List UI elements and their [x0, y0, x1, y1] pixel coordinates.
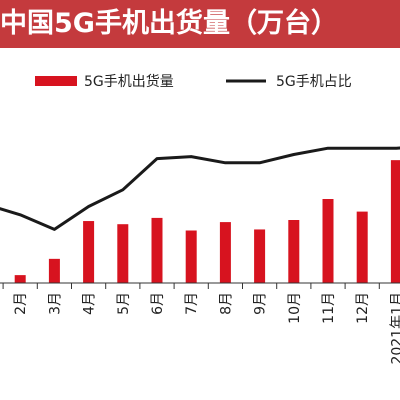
x-tick-label-4: 4月: [82, 292, 98, 315]
share-point-2: [19, 213, 22, 216]
share-point-6: [155, 157, 159, 160]
x-tick-label-12: 12月: [355, 292, 371, 324]
share-point-10: [292, 153, 295, 156]
share-point-3: [53, 228, 56, 231]
legend: 5G手机出货量 5G手机占比: [35, 73, 352, 90]
share-point-8: [224, 161, 227, 164]
legend-bar-swatch: [35, 76, 77, 86]
share-point-5: [121, 188, 125, 192]
title-banner: 中国5G手机出货量（万台）: [0, 0, 400, 48]
share-point-4: [87, 205, 90, 208]
chart-title: 中国5G手机出货量（万台）: [0, 8, 338, 39]
x-tick-label-11: 11月: [321, 292, 337, 324]
bar-4: [83, 221, 95, 283]
x-tick-labels: 1月2月3月4月5月6月7月8月9月10月11月12月2021年1月2月3月4月…: [13, 292, 400, 365]
share-point-13: [395, 147, 398, 150]
x-tick-label-5: 5月: [116, 292, 132, 315]
share-point-12: [361, 147, 364, 150]
x-tick-label-10: 10月: [287, 292, 303, 324]
x-tick-label-13: 2021年1月: [389, 292, 400, 365]
bar-6: [151, 217, 163, 283]
bar-9: [254, 229, 266, 283]
bar-12: [356, 211, 368, 283]
x-tick-label-6: 6月: [150, 292, 166, 315]
legend-bar-label: 5G手机出货量: [84, 73, 174, 90]
x-tick-label-8: 8月: [218, 292, 234, 315]
bar-3: [48, 258, 60, 283]
bar-5: [117, 224, 129, 283]
x-ticks: [2, 283, 380, 289]
x-tick-label-3: 3月: [47, 292, 63, 315]
share-point-7: [190, 155, 193, 158]
x-tick-label-9: 9月: [253, 292, 269, 315]
legend-line-label: 5G手机占比: [276, 74, 352, 90]
x-tick-label-7: 7月: [184, 292, 200, 315]
x-tick-label-2: 2月: [13, 292, 29, 315]
bar-11: [322, 199, 334, 283]
bar-13: [390, 160, 400, 283]
share-line: [0, 146, 400, 231]
bar-2: [14, 275, 26, 283]
bar-series: [14, 160, 400, 283]
share-point-9: [258, 161, 261, 164]
line-series: [0, 146, 400, 231]
bar-8: [219, 222, 231, 283]
share-point-11: [326, 147, 330, 150]
bar-7: [185, 230, 197, 283]
bar-10: [288, 220, 300, 283]
